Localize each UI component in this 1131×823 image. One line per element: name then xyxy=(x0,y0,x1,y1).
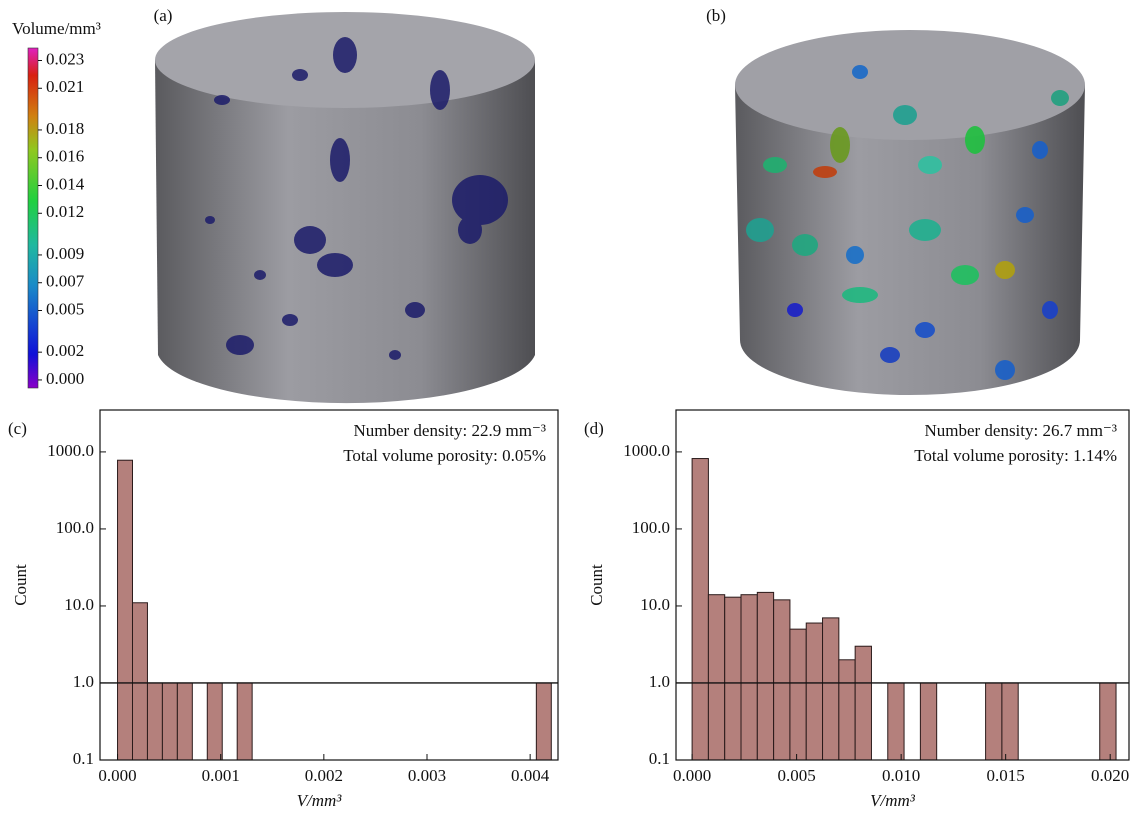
colorbar-tick-label: 0.005 xyxy=(46,299,84,318)
bar xyxy=(790,629,806,760)
annotation: Number density: 22.9 mm⁻³ xyxy=(353,421,546,440)
x-tick-label: 0.010 xyxy=(882,766,920,785)
bar xyxy=(774,600,790,760)
colorbar-tick-label: 0.012 xyxy=(46,202,84,221)
colorbar-tick-label: 0.021 xyxy=(46,77,84,96)
y-tick-label: 1.0 xyxy=(649,672,670,691)
bar xyxy=(920,683,936,760)
bar xyxy=(757,592,773,760)
bar xyxy=(708,595,724,760)
render-a xyxy=(155,12,535,403)
annotation: Total volume porosity: 1.14% xyxy=(914,446,1117,465)
y-tick-label: 0.1 xyxy=(649,749,670,768)
colorbar xyxy=(28,48,38,388)
bar xyxy=(177,683,192,760)
y-axis-label: Count xyxy=(587,564,606,606)
x-tick-label: 0.003 xyxy=(408,766,446,785)
bar xyxy=(806,623,822,760)
panel-label: (c) xyxy=(8,419,27,438)
x-tick-label: 0.000 xyxy=(98,766,136,785)
bar xyxy=(237,683,252,760)
page: {"images": [{"label": "(a)"}, {"label": … xyxy=(0,0,1131,823)
bar xyxy=(855,646,871,760)
y-axis-label: Count xyxy=(11,564,30,606)
y-tick-label: 0.1 xyxy=(73,749,94,768)
panel-label: (d) xyxy=(584,419,604,438)
colorbar-tick-label: 0.014 xyxy=(46,174,85,193)
colorbar-tick-label: 0.018 xyxy=(46,119,84,138)
bar xyxy=(147,683,162,760)
figure: (a) (b) Volume/mm³ 0.000 0.002 0.005 0.007 0.… xyxy=(0,0,1131,818)
bar xyxy=(132,603,147,760)
colorbar-tick-label: 0.002 xyxy=(46,341,84,360)
x-axis-label: V/mm³ xyxy=(870,791,916,810)
y-tick-label: 1.0 xyxy=(73,672,94,691)
bar xyxy=(207,683,222,760)
y-tick-label: 100.0 xyxy=(56,518,94,537)
annotation: Total volume porosity: 0.05% xyxy=(343,446,546,465)
panel-label: (b) xyxy=(706,6,726,25)
bar xyxy=(162,683,177,760)
annotation: Number density: 26.7 mm⁻³ xyxy=(924,421,1117,440)
bar xyxy=(118,460,133,760)
x-tick-label: 0.015 xyxy=(987,766,1025,785)
y-tick-label: 1000.0 xyxy=(623,441,670,460)
bar xyxy=(536,683,551,760)
x-tick-label: 0.020 xyxy=(1091,766,1129,785)
x-tick-label: 0.005 xyxy=(777,766,815,785)
y-tick-label: 10.0 xyxy=(64,595,94,614)
bar xyxy=(839,660,855,760)
bar xyxy=(1100,683,1116,760)
y-tick-label: 100.0 xyxy=(632,518,670,537)
bar xyxy=(1002,683,1018,760)
bar xyxy=(741,595,757,760)
y-tick-label: 10.0 xyxy=(640,595,670,614)
y-tick-label: 1000.0 xyxy=(47,441,94,460)
colorbar-title: Volume/mm³ xyxy=(12,19,101,38)
bar xyxy=(823,618,839,760)
bar xyxy=(888,683,904,760)
colorbar-tick-label: 0.000 xyxy=(46,369,84,388)
colorbar-tick-label: 0.016 xyxy=(46,147,84,166)
x-axis-label: V/mm³ xyxy=(297,791,343,810)
bar xyxy=(725,597,741,760)
x-tick-label: 0.002 xyxy=(305,766,343,785)
colorbar-tick-label: 0.009 xyxy=(46,244,84,263)
panel-label: (a) xyxy=(154,6,173,25)
x-tick-label: 0.004 xyxy=(511,766,550,785)
colorbar-tick-label: 0.007 xyxy=(46,272,85,291)
colorbar-tick-label: 0.023 xyxy=(46,49,84,68)
x-tick-label: 0.001 xyxy=(202,766,240,785)
bar xyxy=(986,683,1002,760)
x-tick-label: 0.000 xyxy=(673,766,711,785)
bar xyxy=(692,459,708,760)
render-b xyxy=(735,30,1085,395)
